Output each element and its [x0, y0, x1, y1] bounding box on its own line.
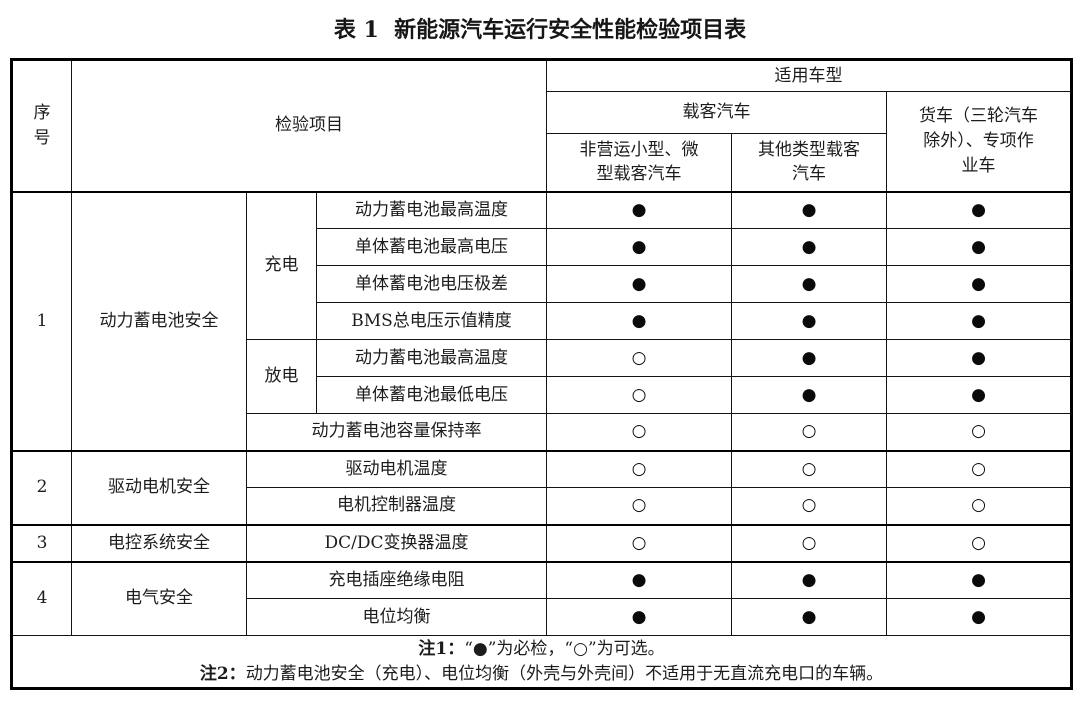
seq-number-1: 1: [11, 190, 72, 451]
header-applicable-vehicle-type: 适用车型: [546, 59, 1073, 92]
item-label: 动力蓄电池最高温度: [315, 190, 548, 229]
mark-cell: ●: [546, 560, 733, 599]
item-label: 单体蓄电池最高电压: [315, 228, 548, 266]
item-label: BMS总电压示值精度: [315, 302, 548, 340]
mark-cell: ●: [886, 598, 1073, 636]
mark-cell: ○: [546, 376, 733, 414]
item-label: 充电插座绝缘电阻: [245, 560, 548, 599]
item-label: DC/DC变换器温度: [245, 523, 548, 562]
mark-cell: ●: [731, 265, 888, 303]
subgroup-charging: 充电: [246, 190, 317, 340]
item-label: 电机控制器温度: [245, 487, 548, 525]
table-title: 表 1 新能源汽车运行安全性能检验项目表: [333, 17, 747, 43]
mark-cell: ○: [546, 449, 733, 488]
footnote-1-label: 注1：: [418, 638, 465, 659]
category-drive-motor-safety: 驱动电机安全: [71, 449, 247, 525]
category-electrical-safety: 电气安全: [71, 560, 247, 636]
mark-cell: ●: [731, 339, 888, 377]
header-nonoperating-mini-passenger: 非营运小型、微 型载客汽车: [546, 133, 733, 192]
mark-cell: ●: [731, 302, 888, 340]
header-other-passenger: 其他类型载客 汽车: [731, 133, 888, 192]
mark-cell: ●: [886, 339, 1073, 377]
header-truck-special: 货车（三轮汽车 除外）、专项作 业车: [886, 91, 1073, 192]
mark-cell: ●: [731, 376, 888, 414]
mark-cell: ○: [886, 413, 1073, 451]
mark-cell: ○: [731, 523, 888, 562]
header-seq: 序 号: [11, 59, 72, 192]
footnote-1: 注1：“●”为必检，“○”为可选。: [15, 637, 1068, 662]
mark-cell: ○: [886, 449, 1073, 488]
item-label: 单体蓄电池最低电压: [315, 376, 548, 414]
seq-number-4: 4: [11, 560, 72, 636]
mark-cell: ●: [546, 228, 733, 266]
header-inspection-item: 检验项目: [70, 59, 548, 192]
mark-cell: ●: [886, 228, 1073, 266]
mark-cell: ●: [886, 560, 1073, 599]
mark-cell: ○: [886, 523, 1073, 562]
mark-cell: ●: [886, 265, 1073, 303]
mark-cell: ●: [886, 376, 1073, 414]
mark-cell: ○: [546, 339, 733, 377]
mark-cell: ●: [886, 302, 1073, 340]
mark-cell: ●: [731, 598, 888, 636]
category-control-system-safety: 电控系统安全: [71, 523, 247, 562]
seq-number-2: 2: [11, 449, 72, 525]
mark-cell: ○: [731, 449, 888, 488]
mark-cell: ○: [731, 487, 888, 525]
footnote-1-text: “●”为必检，“○”为可选。: [464, 638, 665, 659]
item-label: 驱动电机温度: [245, 449, 548, 488]
mark-cell: ○: [731, 413, 888, 451]
mark-cell: ●: [546, 598, 733, 636]
footnote-2-text: 动力蓄电池安全（充电）、电位均衡（外壳与外壳间）不适用于无直流充电口的车辆。: [245, 663, 884, 684]
mark-cell: ○: [886, 487, 1073, 525]
table-footnotes: 注1：“●”为必检，“○”为可选。 注2：动力蓄电池安全（充电）、电位均衡（外壳…: [10, 635, 1073, 689]
inspection-items-table: 序 号 检验项目 适用车型 载客汽车 货车（三轮汽车 除外）、专项作 业车 非营…: [10, 58, 1074, 690]
subgroup-discharging: 放电: [246, 339, 317, 414]
item-label: 动力蓄电池最高温度: [315, 339, 548, 377]
category-battery-safety: 动力蓄电池安全: [71, 190, 247, 451]
mark-cell: ●: [731, 190, 888, 229]
mark-cell: ○: [546, 487, 733, 525]
footnote-2-label: 注2：: [199, 663, 246, 684]
header-passenger-vehicle: 载客汽车: [546, 91, 888, 134]
item-label: 电位均衡: [245, 598, 548, 636]
mark-cell: ○: [546, 413, 733, 451]
footnote-2: 注2：动力蓄电池安全（充电）、电位均衡（外壳与外壳间）不适用于无直流充电口的车辆…: [15, 662, 1068, 687]
item-label: 动力蓄电池容量保持率: [245, 413, 548, 451]
mark-cell: ●: [886, 190, 1073, 229]
mark-cell: ●: [546, 190, 733, 229]
mark-cell: ●: [731, 560, 888, 599]
mark-cell: ●: [546, 302, 733, 340]
seq-number-3: 3: [11, 523, 72, 562]
mark-cell: ○: [546, 523, 733, 562]
item-label: 单体蓄电池电压极差: [315, 265, 548, 303]
mark-cell: ●: [731, 228, 888, 266]
mark-cell: ●: [546, 265, 733, 303]
